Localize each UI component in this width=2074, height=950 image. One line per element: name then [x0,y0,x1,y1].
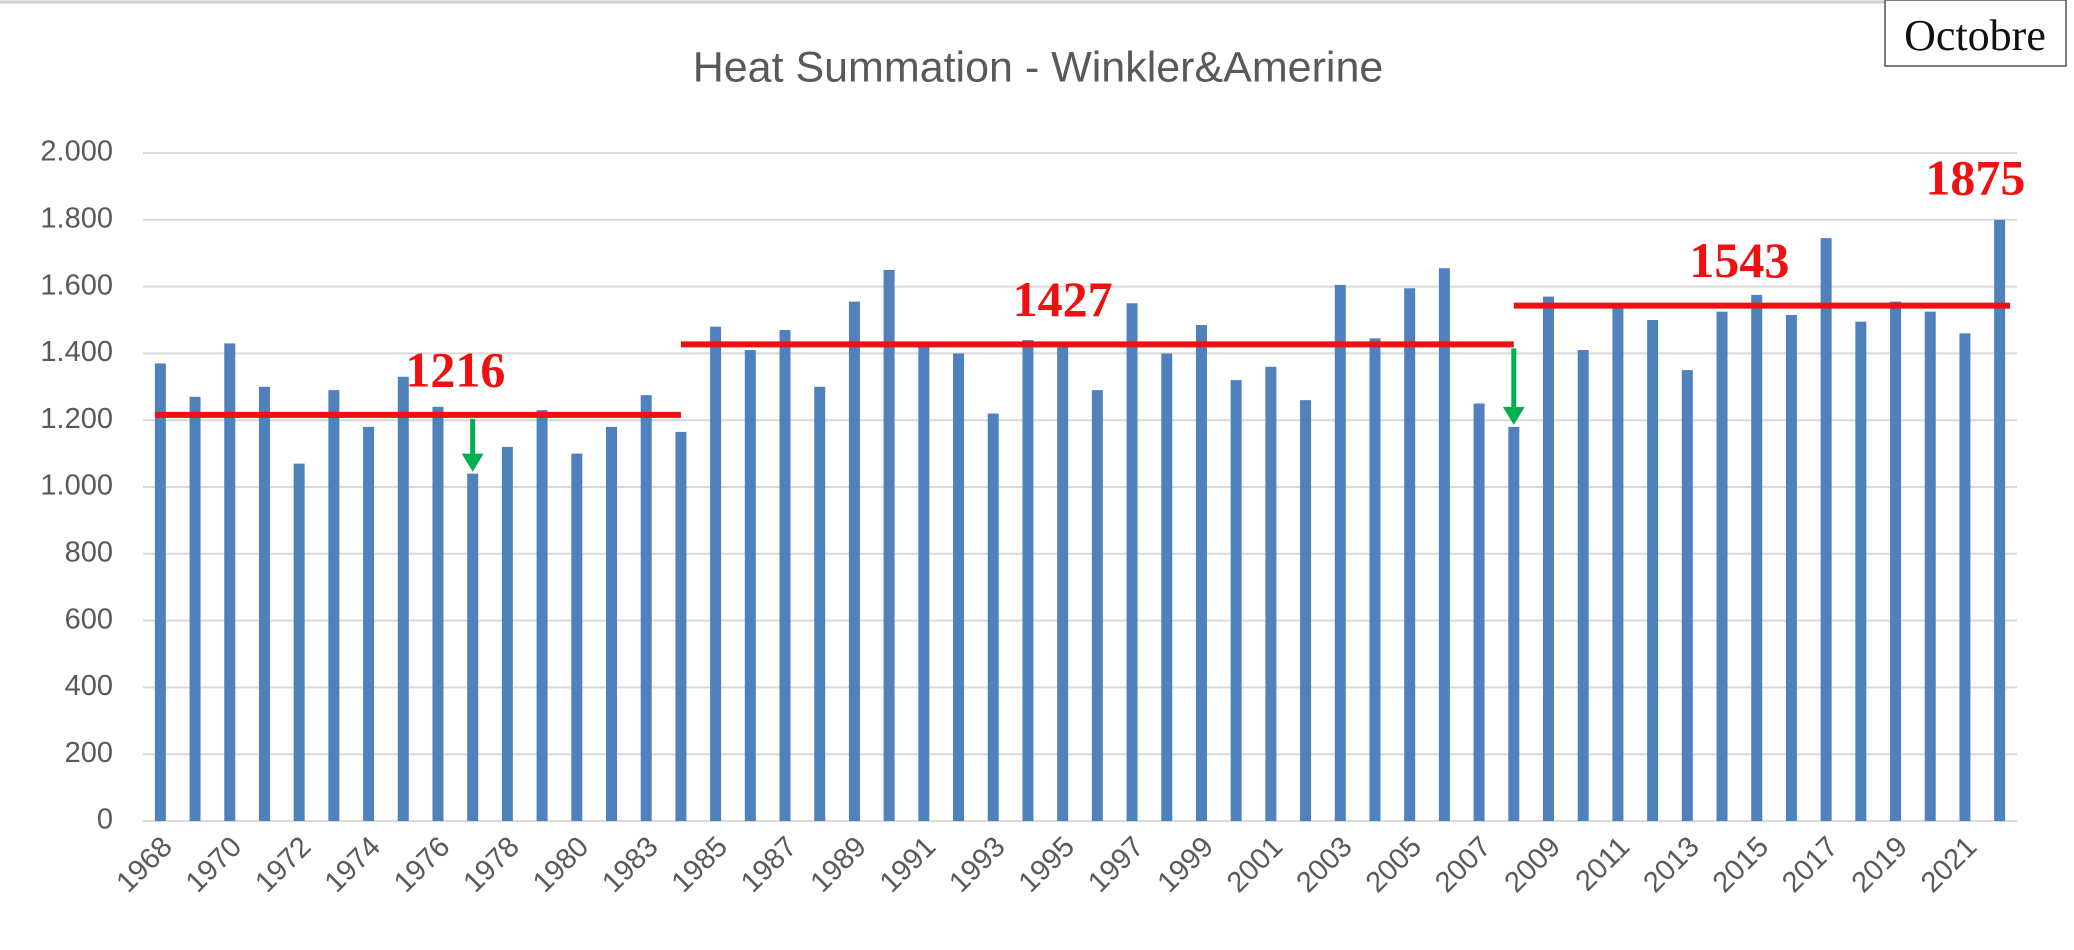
peak-label: 1875 [1925,149,2025,205]
bar [1612,304,1624,822]
y-tick-label: 400 [65,670,113,702]
bar [1265,366,1277,821]
bar [1300,400,1312,821]
bar [1438,268,1450,822]
bar [189,396,201,821]
bar [467,473,479,821]
y-tick-label: 1.000 [40,470,113,502]
y-tick-label: 1.200 [40,403,113,435]
bar [606,426,617,821]
bar [1057,346,1069,821]
arrow-head [461,453,484,472]
bar [1959,333,1971,821]
bar [501,446,513,821]
bar [363,426,375,821]
y-tick-label: 1.400 [40,336,113,368]
y-tick-label: 1.600 [40,269,113,301]
bar [1647,320,1659,821]
bar [744,350,756,821]
bar [848,301,860,821]
bar [1890,301,1902,821]
bar [1543,296,1554,821]
bar [1404,288,1416,821]
bar [675,431,687,821]
bar [1473,403,1485,821]
bar [1334,284,1346,821]
average-label: 1216 [405,341,505,397]
bar [883,269,895,821]
bar [640,395,652,821]
average-label: 1543 [1689,232,1789,288]
note: Octobre [1904,11,2046,60]
bar [1161,353,1173,821]
bar [1022,340,1034,821]
bar [1195,325,1207,821]
bar [1369,338,1381,821]
bar [154,363,166,821]
bar [571,453,583,821]
bar [1091,390,1103,821]
bar [779,330,791,821]
bar [1751,294,1763,821]
note-box [1884,0,2067,67]
bar [1855,321,1867,821]
bar [293,463,305,821]
average-label: 1427 [1013,271,1113,327]
bar [432,406,444,821]
bar [258,386,270,821]
y-tick-label: 2.000 [40,136,113,168]
chart-title: Heat Summation - Winkler&Amerine [693,43,1384,91]
bar [1716,311,1728,821]
bar [710,326,722,821]
bar [987,413,999,821]
bar [1820,238,1832,822]
y-tick-label: 800 [65,536,113,568]
bar [1230,380,1242,821]
y-tick-label: 200 [65,737,113,769]
y-tick-label: 1.800 [40,202,113,234]
arrow-head [1502,406,1525,425]
bar [328,390,340,821]
bar [1785,314,1797,821]
bar [1508,426,1520,821]
bar [1994,219,2006,822]
y-tick-label: 600 [65,603,113,635]
bar [1577,350,1589,821]
bar [953,353,965,821]
bar [1681,370,1693,821]
bar [1126,303,1138,821]
bar [814,386,826,821]
bar [918,343,930,821]
bar [1924,311,1936,821]
bar [536,410,548,821]
y-tick-label: 0 [97,804,113,836]
bar [224,343,236,821]
bar [397,376,409,821]
